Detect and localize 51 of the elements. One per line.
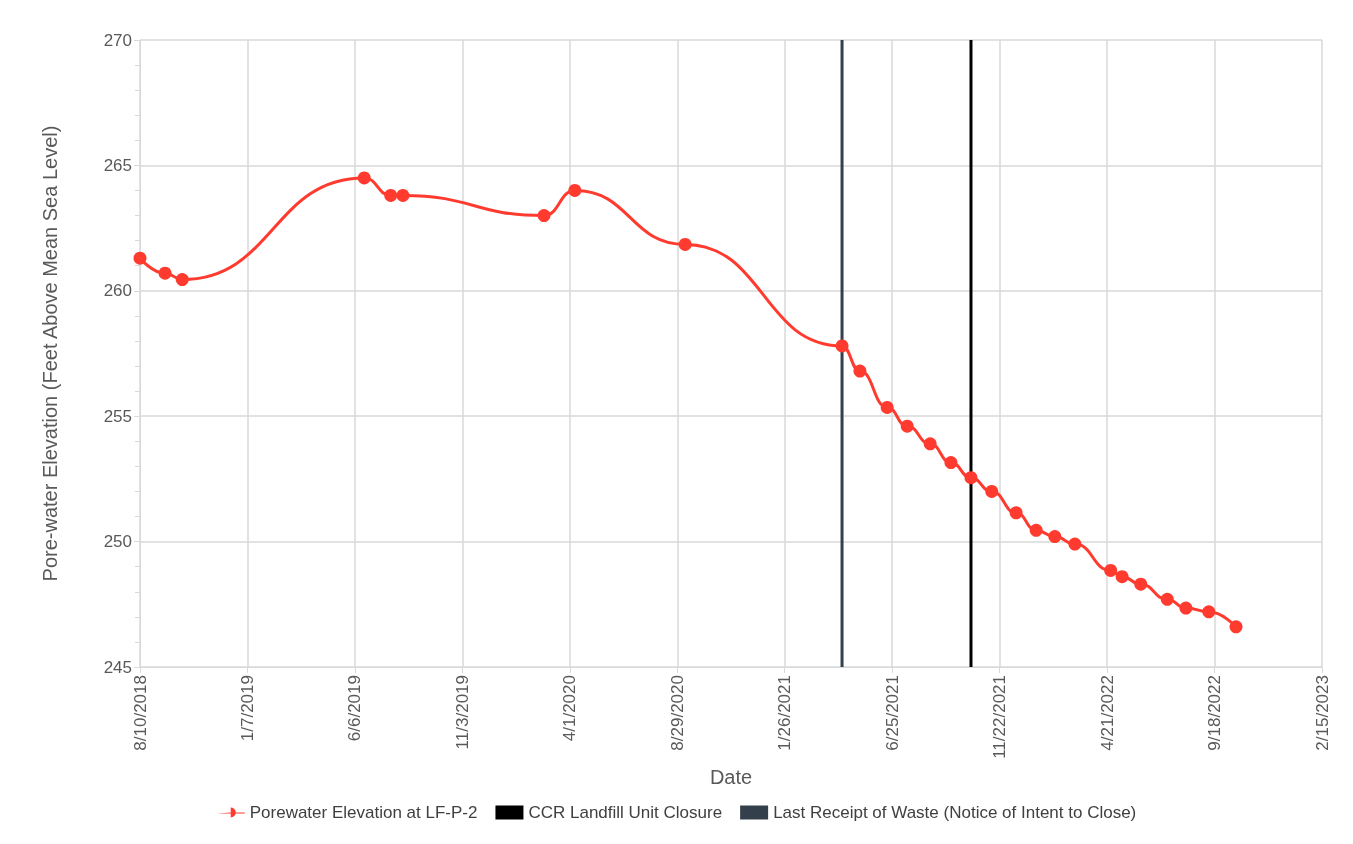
y-tick-label: 245 (103, 657, 132, 677)
x-tick-label: 1/7/2019 (237, 675, 257, 742)
point (357, 171, 371, 185)
point (1009, 506, 1023, 520)
point (158, 266, 172, 280)
y-tick-label: 250 (103, 532, 132, 552)
point (1048, 530, 1062, 544)
x-tick-label: 6/6/2019 (345, 675, 365, 742)
point (1115, 570, 1129, 584)
legend-label: Porewater Elevation at LF-P-2 (249, 803, 478, 822)
point (133, 251, 147, 265)
x-tick-label: 11/3/2019 (452, 675, 472, 750)
point (1179, 601, 1193, 615)
x-tick-label: 4/1/2020 (560, 675, 580, 742)
x-tick-label: 8/29/2020 (667, 675, 687, 751)
point (1134, 577, 1148, 591)
point (1029, 523, 1043, 537)
y-tick-label: 255 (103, 406, 132, 426)
y-axis-title: Pore-water Elevation (Feet Above Mean Sea Level) (39, 125, 61, 582)
point (835, 339, 849, 353)
x-tick-label: 8/10/2018 (130, 675, 150, 751)
point (853, 364, 867, 378)
y-tick-label: 270 (103, 30, 132, 50)
point (1068, 537, 1082, 551)
point (678, 237, 692, 251)
point (964, 471, 978, 485)
point (1160, 592, 1174, 606)
point (396, 189, 410, 202)
y-tick-label: 265 (103, 155, 132, 175)
legend-label: CCR Landfill Unit Closure (528, 803, 723, 822)
x-tick-label: 1/26/2021 (775, 675, 795, 751)
point (923, 437, 937, 451)
y-tick-label: 260 (103, 281, 132, 301)
point (880, 400, 894, 414)
point (1104, 563, 1118, 577)
point (900, 419, 914, 433)
x-tick-label: 4/21/2022 (1097, 675, 1117, 751)
point (944, 456, 958, 470)
x-tick-label: 2/15/2023 (1312, 675, 1332, 751)
legend-label: Last Receipt of Waste (Notice of Intent to Close) (773, 803, 1137, 822)
point (1229, 620, 1243, 634)
point (175, 273, 189, 287)
point (985, 484, 999, 498)
x-axis-title: Date (709, 765, 753, 788)
x-tick-label: 9/18/2022 (1205, 675, 1225, 751)
point (384, 189, 398, 202)
x-tick-label: 11/22/2021 (990, 675, 1010, 759)
point (537, 209, 551, 223)
point (1202, 605, 1216, 619)
point (568, 183, 582, 197)
x-tick-label: 6/25/2021 (882, 675, 902, 751)
